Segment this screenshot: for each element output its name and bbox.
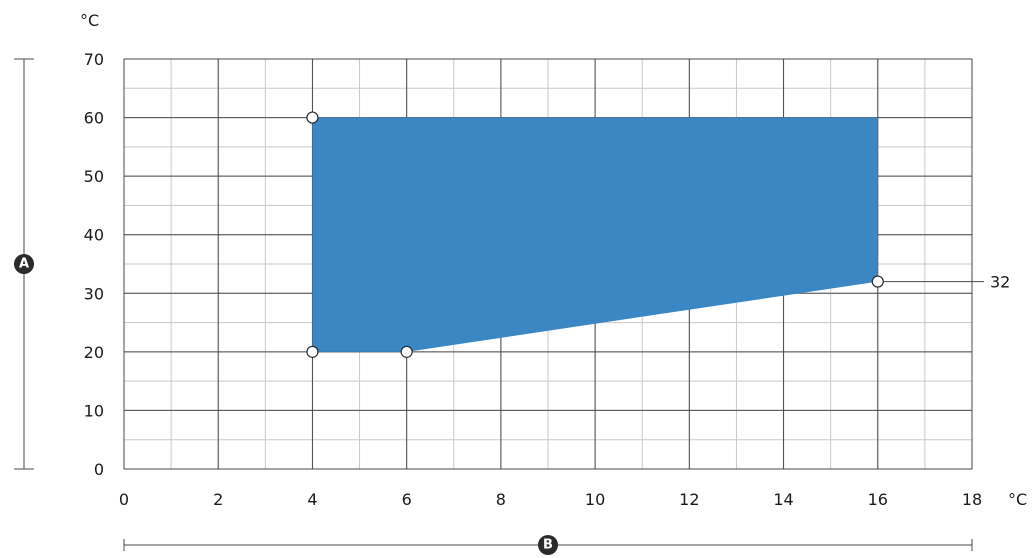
- y-tick-label: 40: [84, 226, 104, 245]
- x-tick-label: 6: [402, 490, 412, 509]
- x-tick-label: 14: [773, 490, 793, 509]
- x-tick-label: 0: [119, 490, 129, 509]
- y-dimension-indicator: A: [14, 58, 34, 470]
- x-tick-label: 10: [585, 490, 605, 509]
- plot-frame: [123, 58, 973, 470]
- y-tick-label: 50: [84, 167, 104, 186]
- x-marker-label: B: [543, 538, 553, 553]
- x-tick-label: 4: [307, 490, 317, 509]
- x-tick-label: 16: [868, 490, 888, 509]
- operating-region: [312, 117, 878, 352]
- region-vertex-point: [306, 345, 319, 358]
- y-tick-label: 0: [94, 460, 104, 479]
- y-tick-label: 70: [84, 50, 104, 69]
- y-tick-label: 20: [84, 343, 104, 362]
- region-vertices: [306, 111, 884, 358]
- x-dimension-indicator: B: [123, 535, 973, 555]
- x-tick-label: 2: [213, 490, 223, 509]
- x-axis-unit: °C: [1008, 490, 1027, 509]
- x-tick-label: 18: [962, 490, 982, 509]
- annotations: 32: [990, 273, 1010, 292]
- y-tick-label: 10: [84, 401, 104, 420]
- region-vertex-point: [400, 345, 413, 358]
- region-vertex-point: [306, 111, 319, 124]
- y-marker-badge: [14, 254, 34, 274]
- x-axis-tick-labels: 0 2 4 6 8 10 12 14 16 18: [119, 490, 982, 509]
- x-tick-label: 8: [496, 490, 506, 509]
- y-axis-tick-labels: 0 10 20 30 40 50 60 70: [84, 50, 104, 479]
- operating-region-layer: [312, 117, 878, 352]
- x-tick-label: 12: [679, 490, 699, 509]
- y-tick-label: 60: [84, 109, 104, 128]
- region-vertex-point: [871, 275, 884, 288]
- x-marker-badge: [538, 535, 558, 555]
- y-tick-label: 30: [84, 284, 104, 303]
- y-marker-label: A: [19, 257, 29, 272]
- y-axis-unit: °C: [80, 11, 99, 30]
- annotation-label: 32: [990, 273, 1010, 292]
